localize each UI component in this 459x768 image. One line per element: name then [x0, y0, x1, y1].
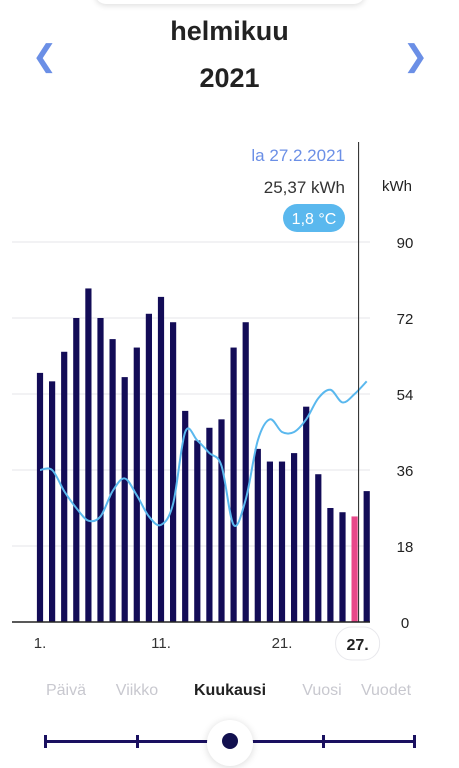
daily-bar[interactable]	[206, 427, 213, 622]
month-title: helmikuu	[170, 16, 289, 46]
tab-day[interactable]: Päivä	[45, 682, 87, 699]
daily-bar[interactable]	[315, 474, 322, 622]
daily-bar[interactable]	[145, 313, 152, 622]
slider-knob[interactable]	[222, 733, 238, 749]
daily-bar[interactable]	[121, 377, 128, 622]
daily-bar[interactable]	[73, 318, 80, 622]
slider-tick	[322, 735, 325, 748]
daily-bar[interactable]	[278, 461, 286, 622]
selected-day-bar[interactable]	[351, 516, 358, 622]
tooltip-energy: 25,37 kWh	[264, 178, 345, 197]
daily-bar[interactable]	[133, 347, 140, 622]
top-sheet-handle	[95, 0, 365, 4]
x-tick-label: 27.	[346, 637, 368, 654]
temperature-badge-text: 1,8 °C	[292, 211, 337, 228]
tab-year[interactable]: Vuosi	[302, 682, 342, 699]
tab-week[interactable]: Viikko	[115, 682, 159, 699]
unit-label: kWh	[382, 178, 412, 195]
daily-bar[interactable]	[327, 508, 334, 622]
y-tick-label: 0	[401, 615, 409, 632]
selected-day-chip[interactable]	[335, 626, 381, 661]
tooltip-date: la 27.2.2021	[251, 146, 345, 165]
chevron-right-icon: ❯	[403, 40, 429, 73]
daily-bar[interactable]	[194, 440, 201, 622]
year-title: 2021	[199, 63, 260, 93]
daily-bar[interactable]	[182, 410, 189, 622]
daily-bar[interactable]	[339, 512, 346, 622]
daily-bar[interactable]	[242, 322, 249, 622]
daily-bar[interactable]	[157, 296, 165, 622]
x-tick-label: 1.	[34, 635, 47, 652]
slider-tick	[44, 735, 47, 748]
y-tick-label: 54	[397, 387, 414, 404]
next-month-button[interactable]: ❯	[403, 40, 429, 74]
slider-tick	[413, 735, 416, 748]
x-tick-label: 21.	[272, 635, 293, 652]
daily-bar[interactable]	[36, 372, 44, 622]
period-slider[interactable]	[44, 720, 416, 766]
daily-bar[interactable]	[218, 419, 225, 622]
daily-bar[interactable]	[109, 339, 116, 622]
daily-bar[interactable]	[230, 347, 237, 622]
tab-years[interactable]: Vuodet	[360, 682, 412, 699]
previous-month-button[interactable]: ❮	[32, 40, 58, 74]
daily-bar[interactable]	[303, 406, 310, 622]
daily-bar[interactable]	[291, 453, 298, 622]
y-tick-label: 72	[397, 311, 414, 328]
daily-bar[interactable]	[363, 491, 370, 622]
tab-month[interactable]: Kuukausi	[193, 682, 267, 699]
slider-tick	[136, 735, 139, 748]
x-tick-label: 11.	[151, 635, 171, 652]
consumption-chart[interactable]: 0 18 36 54 72 90 kWh la 27.2.2021 25,37 kWh 1,8 °…	[0, 130, 459, 665]
daily-bar[interactable]	[49, 381, 56, 622]
daily-bar[interactable]	[170, 322, 177, 622]
daily-bar[interactable]	[97, 318, 104, 622]
period-tabs: Päivä Viikko Kuukausi Vuosi Vuodet	[0, 682, 459, 712]
daily-bar[interactable]	[61, 351, 68, 622]
y-tick-label: 36	[397, 463, 414, 480]
chevron-left-icon: ❮	[32, 40, 58, 73]
daily-bar[interactable]	[254, 448, 261, 622]
temperature-line	[39, 380, 368, 527]
daily-bar[interactable]	[85, 288, 92, 622]
y-tick-label: 90	[397, 235, 414, 252]
temperature-badge	[283, 204, 345, 232]
y-tick-label: 18	[397, 539, 414, 556]
daily-bar[interactable]	[266, 461, 273, 622]
